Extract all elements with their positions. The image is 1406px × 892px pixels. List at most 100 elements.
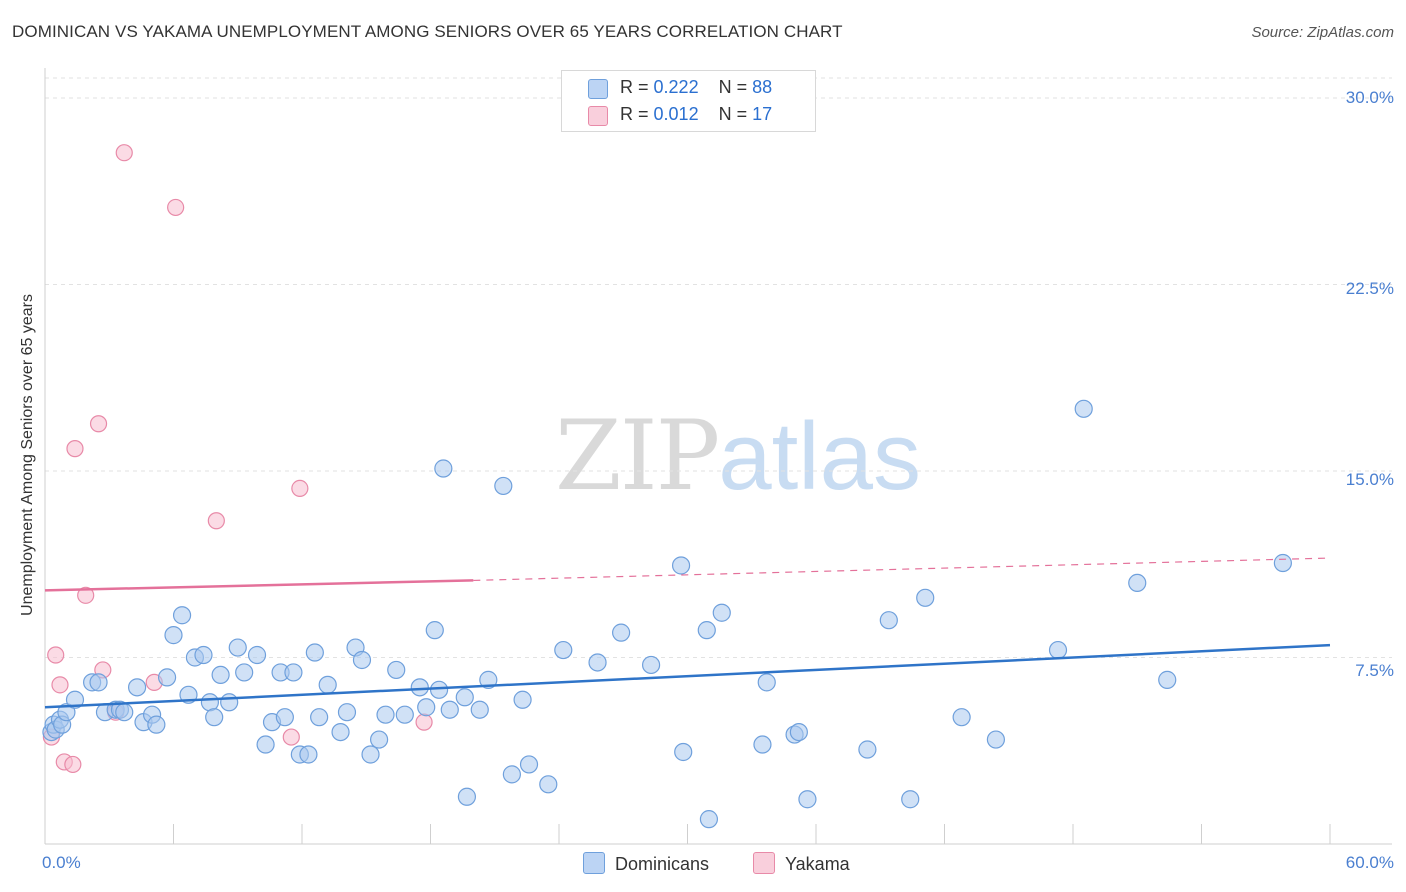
dominicans-point [200,693,220,712]
dominicans-point [157,668,177,687]
dominicans-point [299,745,318,764]
dominicans-point [916,588,935,607]
dominicans-point [310,708,329,727]
dominicans-point [789,722,808,742]
dominicans-point [612,623,631,642]
watermark-atlas: atlas [718,403,921,510]
dominicans-point [641,655,661,675]
dominicans-point [425,621,444,640]
yakama-point [66,440,84,458]
dominicans-point [127,678,147,697]
series-legend-yakama: Yakama [753,852,850,875]
legend-n-label: N = [718,77,748,97]
dominicans-point [361,745,380,764]
dominicans-point [986,730,1006,749]
yakama-point [282,728,300,746]
dominicans-point [337,703,357,722]
yakama-point [115,144,133,162]
dominicans-point [235,663,254,682]
series-legend-dominicans: Dominicans [583,852,709,875]
dominicans-point [879,611,898,630]
dominicans-point [387,660,406,680]
dominicans-point [205,708,224,727]
series-swatch-dominicans [583,852,605,874]
yakama-point [291,479,309,498]
chart-title: DOMINICAN VS YAKAMA UNEMPLOYMENT AMONG S… [12,22,843,41]
dominicans-point [370,730,389,749]
dominicans-point [798,790,817,809]
dominicans-point [1074,399,1093,418]
yakama-point [64,755,82,774]
dominicans-point [494,476,513,496]
legend-n-label: N = [718,104,748,124]
series-label-dominicans: Dominicans [615,854,710,874]
dominicans-point [194,645,213,665]
dominicans-point [502,765,521,784]
dominicans-point [352,650,372,670]
dominicans-point [318,675,337,694]
dominicans-point [1128,573,1147,593]
dominicans-point [172,606,192,625]
yakama-point [415,713,433,731]
x-tick-label-max: 60.0% [1345,853,1394,872]
dominicans-point [247,645,267,665]
dominicans-point [417,698,436,717]
dominicans-point [410,678,429,697]
dominicans-point [305,643,324,662]
dominicans-point [89,673,108,692]
dominicans-point [115,703,134,722]
dominicans-point [147,715,166,734]
dominicans-point [901,790,920,809]
legend-r-label: R = [620,77,649,97]
y-axis-label: Unemployment Among Seniors over 65 years [19,294,36,616]
dominicans-trend-line [44,643,1331,709]
dominicans-point [256,735,275,754]
dominicans-point [674,742,693,762]
dominicans-point [671,556,691,575]
dominicans-point [1158,670,1177,689]
dominicans-point [554,640,573,660]
yakama-point [167,198,185,217]
dominicans-point [757,673,776,692]
source-credit: Source: ZipAtlas.com [1251,24,1394,41]
legend-swatch-dominicans [588,79,608,99]
legend-stats-yakama: R = 0.012 N = 17 [620,104,772,125]
dominicans-point [513,690,532,709]
dominicans-point [1048,640,1068,660]
dominicans-point [65,690,85,709]
dominicans-point [220,693,239,712]
dominicans-point [588,653,607,672]
y-tick-label-22-5: 22.5% [1345,279,1394,298]
dominicans-point [434,459,453,478]
yakama-point [47,646,65,664]
dominicans-point [519,755,539,774]
dominicans-point [479,670,498,689]
yakama-point [77,586,95,604]
yakama-point [207,512,225,530]
legend-r-label: R = [620,104,649,124]
y-tick-label-30: 30.0% [1345,88,1394,107]
dominicans-point [952,708,971,727]
dominicans-point [211,665,230,685]
dominicans-point [1273,553,1292,573]
x-tick-label-min: 0.0% [42,853,81,872]
yakama-point [89,415,108,433]
legend-n-value-dominicans: 88 [752,77,773,97]
dominicans-point [284,663,303,682]
dominicans-point [395,705,414,724]
legend-r-value-dominicans: 0.222 [653,77,699,97]
dominicans-point [275,708,294,727]
series-label-yakama: Yakama [785,854,850,874]
dominicans-point [228,638,247,657]
legend-n-value-yakama: 17 [752,104,773,124]
dominicans-point [470,700,489,719]
dominicans-point [440,700,459,719]
dominicans-point [712,603,731,622]
y-tick-label-15: 15.0% [1345,470,1394,489]
legend-stats-dominicans: R = 0.222 N = 88 [620,77,772,98]
dominicans-point [699,810,719,829]
yakama-trend-line [44,579,474,592]
yakama-point [51,676,69,694]
y-tick-label-7-5: 7.5% [1355,661,1394,680]
